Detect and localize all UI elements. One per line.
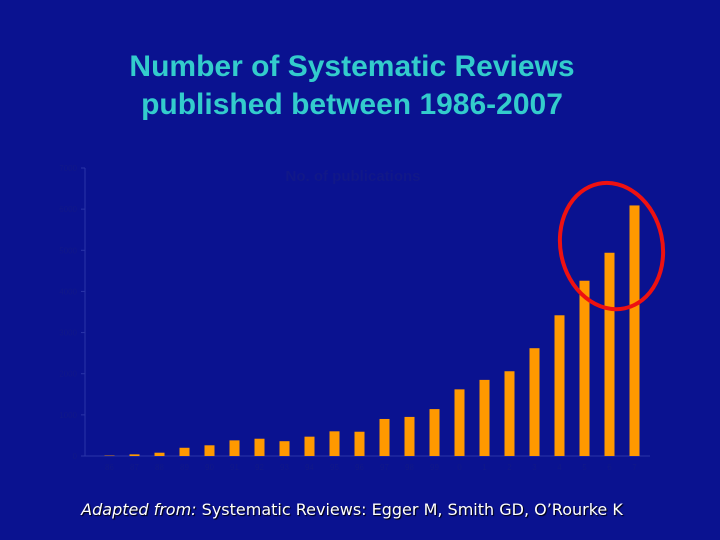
bar [629, 205, 640, 456]
x-tick-label: 5 [582, 463, 587, 472]
bar [329, 431, 340, 456]
y-tick-label: 3000 [59, 329, 77, 338]
x-tick-label: 90 [205, 463, 214, 472]
bar [429, 409, 440, 456]
y-tick-label: 1000 [59, 411, 77, 420]
x-tick-label: 99 [430, 463, 439, 472]
bar [279, 441, 290, 456]
bar [179, 447, 190, 456]
bar [354, 431, 365, 456]
source-credit-text: Systematic Reviews: Egger M, Smith GD, O… [196, 500, 623, 519]
x-tick-labels: 86 87 88 89 90 91 92 93 94 95 96 97 98 99 0 1 2 3 4 5 6 7 [105, 463, 637, 472]
bar [479, 379, 490, 456]
x-tick-label: 92 [255, 463, 264, 472]
y-tick-label: 0 [73, 452, 78, 461]
x-tick-label: 6 [607, 463, 612, 472]
highlight-overlay [557, 180, 666, 312]
chart-title: No. of publications [286, 168, 421, 185]
y-tick-label: 2000 [59, 370, 77, 379]
y-tick-label: 6000 [59, 205, 77, 214]
x-tick-label: 96 [355, 463, 364, 472]
bar [379, 418, 390, 456]
x-tick-label: 1 [482, 463, 487, 472]
bar [129, 454, 140, 456]
bar [229, 440, 240, 456]
bar [504, 371, 515, 456]
bar [529, 348, 540, 456]
x-tick-label: 86 [105, 463, 114, 472]
x-tick-label: 97 [380, 463, 389, 472]
x-tick-label: 4 [557, 463, 562, 472]
bar [404, 416, 415, 456]
bar [304, 436, 315, 456]
x-tick-label: 88 [155, 463, 164, 472]
y-tick-label: 5000 [59, 246, 77, 255]
x-tick-label: 2 [507, 463, 512, 472]
x-tick-label: 94 [305, 463, 314, 472]
bar [454, 389, 465, 456]
bar [154, 452, 165, 456]
x-tick-label: 98 [405, 463, 414, 472]
bars [104, 205, 640, 456]
x-tick-label: 0 [457, 463, 462, 472]
x-tick-label: 89 [180, 463, 189, 472]
x-tick-label: 95 [330, 463, 339, 472]
y-tick-labels: 0 1000 2000 3000 4000 5000 6000 7000 [59, 164, 85, 461]
x-tick-label: 7 [632, 463, 637, 472]
slide-title-line-2: published between 1986-2007 [141, 88, 563, 121]
x-tick-label: 91 [230, 463, 239, 472]
bar [554, 315, 565, 456]
slide-title-line-1: Number of Systematic Reviews [129, 50, 575, 83]
bar [604, 252, 615, 456]
x-tick-label: 87 [130, 463, 139, 472]
bar [204, 445, 215, 456]
x-tick-label: 93 [280, 463, 289, 472]
slide-title: Number of Systematic Reviews published b… [0, 48, 704, 124]
x-tick-label: 3 [532, 463, 537, 472]
source-credit: Adapted from: Systematic Reviews: Egger … [0, 500, 704, 519]
bar [579, 280, 590, 456]
highlight-ellipse [557, 180, 666, 312]
y-tick-label: 4000 [59, 287, 77, 296]
source-credit-prefix: Adapted from: [81, 500, 197, 519]
y-tick-label: 7000 [59, 164, 77, 173]
bar [254, 438, 265, 456]
